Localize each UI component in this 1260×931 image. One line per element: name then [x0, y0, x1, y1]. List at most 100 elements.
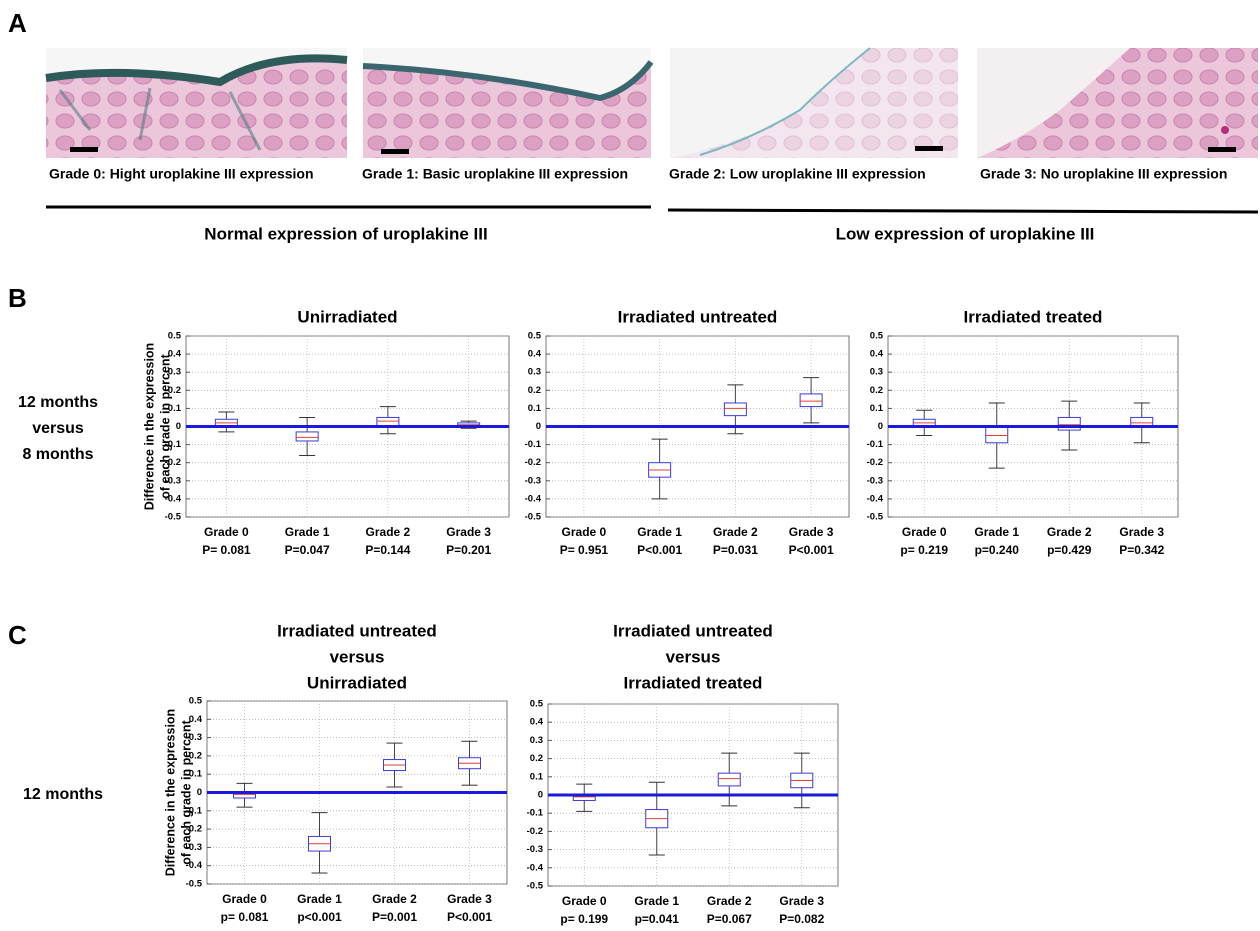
group-bracket — [667, 208, 1259, 214]
y-tick-label: 0.4 — [870, 349, 884, 360]
panel-label: A — [8, 8, 27, 38]
chart-title: Unirradiated — [307, 673, 407, 692]
panel-label: B — [8, 283, 27, 313]
image-caption: Grade 1: Basic uroplakine III expression — [362, 166, 628, 182]
y-tick-label: 0.1 — [870, 403, 884, 414]
y-tick-label: 0 — [538, 790, 543, 801]
y-tick-label: -0.2 — [525, 457, 541, 468]
y-tick-label: 0.5 — [530, 699, 544, 710]
x-tick-label: Grade 3 — [789, 525, 834, 539]
x-tick-label: Grade 0 — [902, 525, 947, 539]
x-tick-label: Grade 3 — [446, 525, 491, 539]
y-tick-label: 0.1 — [189, 769, 203, 780]
x-tick-label: Grade 2 — [1047, 525, 1092, 539]
y-axis-label: Difference in the expression — [163, 709, 177, 876]
row-label: versus — [32, 420, 84, 437]
x-tick-label: Grade 1 — [637, 525, 682, 539]
y-tick-label: 0.4 — [189, 714, 203, 725]
p-value: P=0.082 — [779, 912, 824, 926]
panel-label: C — [8, 620, 27, 650]
p-value: p=0.240 — [975, 543, 1020, 557]
y-tick-label: -0.1 — [527, 808, 544, 819]
y-tick-label: 0.3 — [870, 367, 883, 378]
y-tick-label: -0.2 — [867, 457, 883, 468]
y-tick-label: 0.5 — [870, 331, 884, 342]
y-tick-label: -0.4 — [867, 493, 884, 504]
row-label: 8 months — [22, 446, 93, 463]
x-tick-label: Grade 3 — [779, 894, 824, 908]
micrograph — [670, 47, 958, 158]
chart: Irradiated untreated 0.5 0.4 0.3 0.2 0.1 0 -0.1… — [525, 307, 850, 557]
x-tick-label: Grade 2 — [707, 894, 752, 908]
y-tick-label: -0.4 — [165, 493, 182, 504]
y-tick-label: -0.5 — [867, 512, 884, 523]
x-tick-label: Grade 0 — [562, 525, 607, 539]
x-tick-label: Grade 3 — [1119, 525, 1164, 539]
p-value: P=0.067 — [707, 912, 752, 926]
y-tick-label: 0.4 — [168, 349, 182, 360]
chart-title: Irradiated untreated — [277, 621, 437, 640]
x-tick-label: Grade 2 — [366, 525, 411, 539]
x-tick-label: Grade 3 — [447, 892, 492, 906]
y-tick-label: 0.4 — [528, 349, 542, 360]
x-tick-label: Grade 0 — [222, 892, 267, 906]
y-tick-label: 0 — [197, 787, 202, 798]
y-tick-label: -0.5 — [525, 512, 542, 523]
group-label: Low expression of uroplakine III — [836, 224, 1095, 243]
y-axis-label: Difference in the expression — [142, 343, 156, 510]
y-tick-label: 0.3 — [168, 367, 181, 378]
y-tick-label: 0 — [878, 421, 883, 432]
p-value: p= 0.199 — [560, 912, 608, 926]
p-value: P=0.001 — [372, 910, 417, 924]
p-value: P<0.001 — [637, 543, 682, 557]
p-value: p= 0.081 — [221, 910, 269, 924]
y-tick-label: -0.2 — [186, 824, 202, 835]
y-tick-label: -0.4 — [527, 862, 544, 873]
p-value: P= 0.081 — [202, 543, 251, 557]
p-value: P= 0.951 — [560, 543, 609, 557]
y-tick-label: 0.3 — [189, 732, 202, 743]
image-caption: Grade 2: Low uroplakine III expression — [669, 166, 926, 182]
x-tick-label: Grade 1 — [297, 892, 342, 906]
y-tick-label: 0.2 — [168, 385, 181, 396]
y-axis-label: of each grade in percent — [179, 719, 193, 864]
box — [717, 772, 741, 787]
box — [295, 431, 319, 442]
y-tick-label: -0.3 — [165, 475, 181, 486]
micrograph — [45, 48, 348, 158]
box — [723, 402, 747, 417]
y-tick-label: 0.5 — [189, 696, 203, 707]
box — [1057, 416, 1081, 431]
micrograph — [977, 48, 1258, 158]
y-tick-label: -0.1 — [186, 805, 203, 816]
y-tick-label: 0.1 — [168, 403, 182, 414]
y-tick-label: -0.1 — [525, 439, 542, 450]
chart: Unirradiated 0.5 0.4 0.3 0.2 0.1 0 -0.1 -0.2 -0.3… — [142, 307, 510, 557]
y-tick-label: 0.1 — [528, 403, 542, 414]
y-tick-label: -0.5 — [527, 881, 544, 892]
y-tick-label: -0.2 — [527, 826, 543, 837]
y-tick-label: -0.4 — [186, 860, 203, 871]
y-tick-label: -0.1 — [867, 439, 884, 450]
y-tick-label: 0.5 — [528, 331, 542, 342]
chart-title: Irradiated untreated — [613, 621, 773, 640]
y-axis-label: of each grade in percent — [158, 353, 172, 498]
y-tick-label: 0.5 — [168, 331, 182, 342]
micrograph — [362, 48, 654, 158]
y-tick-label: 0.2 — [530, 753, 543, 764]
p-value: p=0.041 — [635, 912, 680, 926]
p-value: P=0.047 — [285, 543, 330, 557]
y-tick-label: -0.3 — [527, 844, 543, 855]
x-tick-label: Grade 2 — [372, 892, 417, 906]
x-tick-label: Grade 1 — [285, 525, 330, 539]
p-value: P<0.001 — [789, 543, 834, 557]
image-caption: Grade 3: No uroplakine III expression — [980, 166, 1227, 182]
chart-title: Irradiated treated — [624, 673, 763, 692]
chart: Irradiated treated 0.5 0.4 0.3 0.2 0.1 0 -0.1 -0… — [867, 307, 1179, 557]
chart: Irradiated untreated versus Irradiated tre… — [527, 621, 839, 926]
p-value: P=0.201 — [446, 543, 491, 557]
y-tick-label: 0.2 — [189, 750, 202, 761]
row-label: 12 months — [18, 394, 98, 411]
y-tick-label: -0.3 — [867, 475, 883, 486]
